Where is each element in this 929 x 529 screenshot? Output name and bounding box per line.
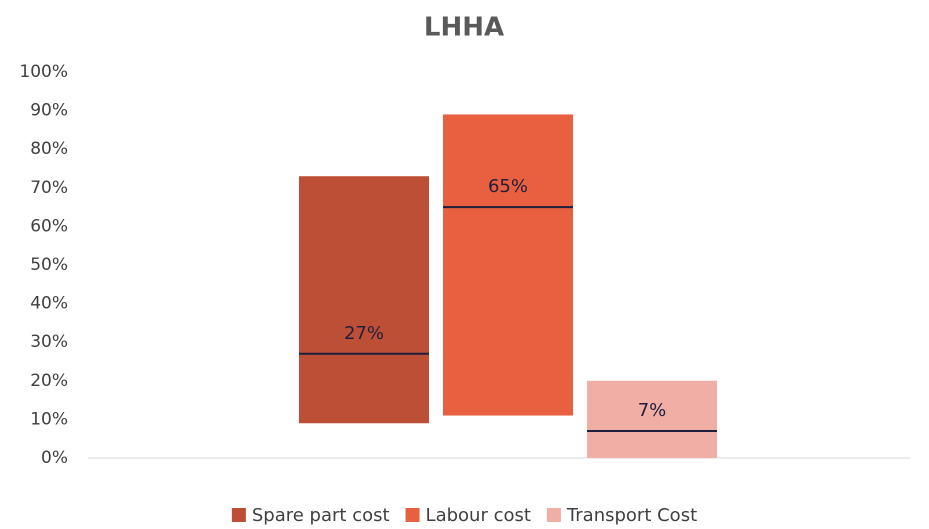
- y-tick-label: 50%: [30, 255, 68, 275]
- y-tick-label: 100%: [19, 62, 68, 82]
- bar: [443, 114, 573, 416]
- legend-label: Transport Cost: [566, 505, 697, 526]
- legend-swatch: [546, 508, 561, 522]
- chart-title: LHHA: [424, 13, 504, 43]
- y-tick-label: 0%: [41, 448, 68, 468]
- y-tick-label: 70%: [30, 178, 68, 198]
- y-tick-label: 90%: [30, 101, 68, 121]
- value-label: 65%: [488, 176, 528, 197]
- legend-label: Spare part cost: [252, 505, 390, 526]
- y-tick-label: 40%: [30, 294, 68, 314]
- legend-label: Labour cost: [426, 505, 531, 526]
- y-tick-label: 80%: [30, 139, 68, 159]
- bar: [587, 380, 717, 458]
- bar: [299, 176, 429, 424]
- value-label: 7%: [638, 400, 667, 421]
- value-label: 27%: [344, 323, 384, 344]
- y-tick-label: 30%: [30, 332, 68, 352]
- legend-swatch: [231, 508, 246, 522]
- legend-swatch: [405, 508, 420, 522]
- y-tick-label: 60%: [30, 216, 68, 236]
- y-tick-label: 10%: [30, 409, 68, 429]
- y-tick-label: 20%: [30, 371, 68, 391]
